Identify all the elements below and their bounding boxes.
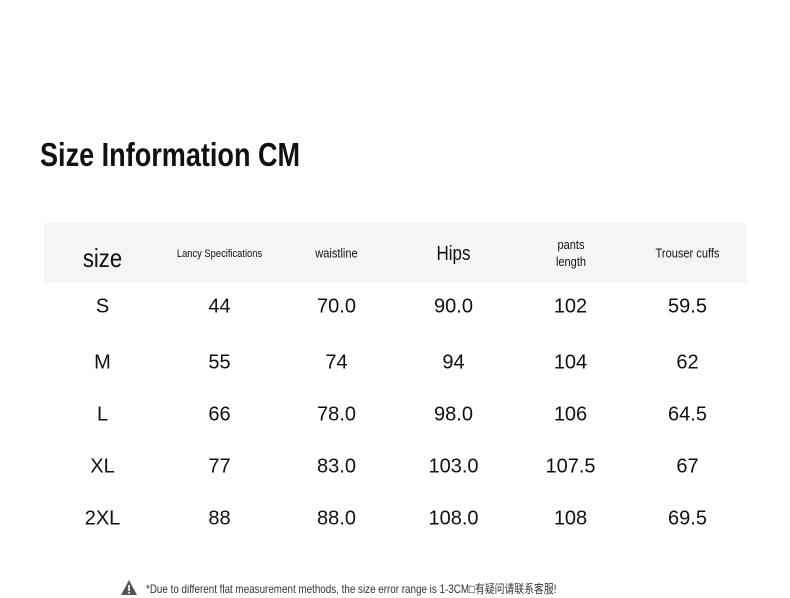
header-cell: Hips [436, 243, 471, 265]
header-cell: pants length [555, 237, 586, 269]
table-cell: L [96, 403, 109, 426]
table-cell: 102 [553, 295, 588, 318]
table-cell: 70.0 [317, 295, 356, 318]
table-cell: 98.0 [434, 403, 473, 426]
header-cell: waistline [315, 245, 358, 261]
header-cell: size [82, 243, 123, 274]
table-cell: 88.0 [317, 507, 356, 530]
table-cell: 66 [208, 403, 231, 426]
table-cell: 77 [208, 455, 231, 478]
table-cell: S [95, 295, 110, 318]
table-cell: 108 [553, 507, 588, 530]
table-cell: 94 [442, 351, 465, 374]
header-cell: Trouser cuffs [655, 245, 720, 261]
table-cell: 108.0 [428, 507, 479, 530]
note: *Due to different flat measurement metho… [146, 581, 557, 596]
table-cell: 44 [208, 295, 231, 318]
table-cell: 69.5 [668, 507, 707, 530]
warning-icon [121, 580, 137, 595]
table-cell: XL [90, 455, 115, 478]
table-cell: 2XL [84, 507, 121, 530]
table-cell: 88 [208, 507, 231, 530]
table-cell: M [94, 351, 111, 374]
table-cell: 103.0 [428, 455, 479, 478]
table-cell: 64.5 [668, 403, 707, 426]
title: Size Information CM [40, 136, 301, 173]
table-cell: 59.5 [668, 295, 707, 318]
table-cell: 67 [676, 455, 699, 478]
header-band [44, 223, 746, 283]
table-cell: 83.0 [317, 455, 356, 478]
table-cell: 106 [553, 403, 588, 426]
table-cell: 104 [553, 351, 588, 374]
table-cell: 90.0 [434, 295, 473, 318]
table-cell: 74 [325, 351, 348, 374]
note-row: *Due to different flat measurement metho… [120, 578, 647, 598]
table-cell: 78.0 [317, 403, 356, 426]
table-cell: 55 [208, 351, 231, 374]
table-cell: 107.5 [545, 455, 596, 478]
table-cell: 62 [676, 351, 699, 374]
header-cell: Lancy Specifications [176, 247, 263, 260]
